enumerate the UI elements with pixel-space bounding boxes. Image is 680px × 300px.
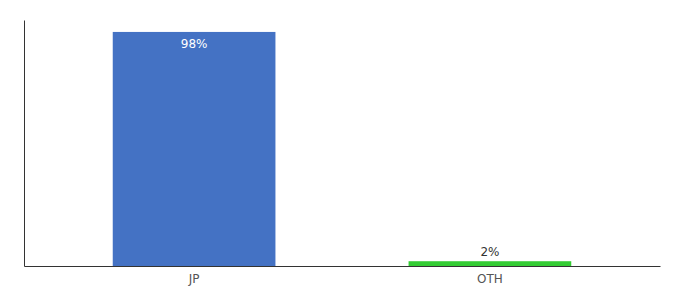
bars (113, 32, 572, 266)
x-tick: OTH (477, 266, 503, 286)
data-label: 98% (181, 37, 208, 51)
plot: JP OTH 98% 2% (25, 21, 661, 286)
x-tick-label: JP (188, 272, 200, 286)
x-tick-label: OTH (477, 272, 503, 286)
data-labels: 98% 2% (181, 37, 500, 259)
bar (113, 32, 276, 266)
y-axis-line (24, 21, 25, 267)
x-axis-line (25, 266, 661, 267)
chart: JP OTH 98% 2% (0, 0, 680, 300)
bar (409, 261, 572, 266)
y-axis (24, 21, 25, 267)
x-tick: JP (188, 266, 200, 286)
x-axis: JP OTH (25, 266, 661, 286)
data-label: 2% (480, 245, 499, 259)
